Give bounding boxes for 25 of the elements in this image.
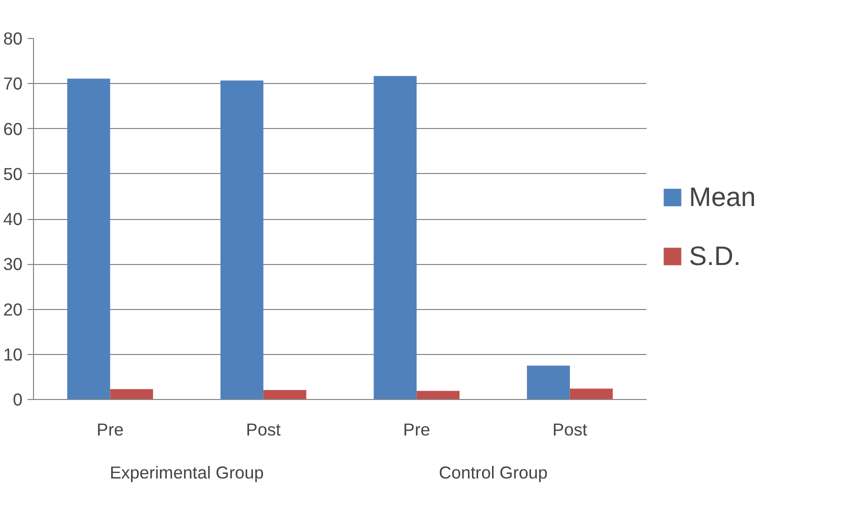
- x-tick-label: Post: [246, 420, 281, 440]
- bar: [526, 366, 570, 400]
- y-tick-label: 0: [12, 390, 23, 410]
- text: Control Group: [438, 462, 548, 482]
- bar: [110, 389, 154, 400]
- x-tick-label: Post: [552, 420, 588, 440]
- legend-label: Mean: [689, 182, 756, 212]
- bar: [263, 390, 306, 400]
- bar: [220, 80, 264, 400]
- bar: [67, 78, 110, 400]
- x-tick-label: Pre: [96, 420, 124, 440]
- bar: [374, 76, 417, 400]
- bar: [570, 388, 613, 400]
- y-tick-label: 70: [3, 74, 23, 94]
- legend-label: S.D.: [689, 240, 741, 272]
- y-tick-label: 80: [3, 28, 23, 48]
- bar: [416, 390, 460, 400]
- text: Experimental Group: [110, 462, 264, 482]
- y-tick-label: 60: [3, 118, 23, 139]
- y-tick-label: 40: [3, 209, 23, 229]
- y-tick-label: 10: [3, 344, 23, 364]
- y-tick-label: 50: [3, 164, 23, 184]
- y-tick-label: 30: [3, 254, 23, 274]
- y-tick-label: 20: [3, 299, 23, 320]
- x-tick-label: Pre: [403, 420, 430, 440]
